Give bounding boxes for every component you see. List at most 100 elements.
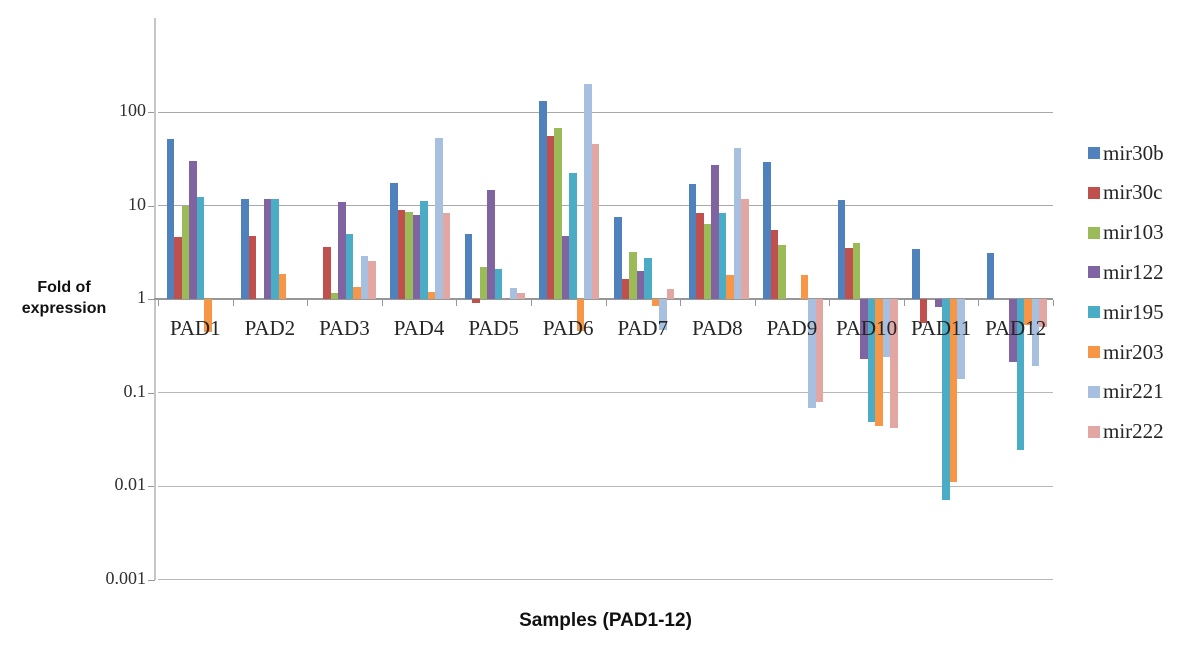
bar-mir122-PAD4	[412, 215, 421, 299]
legend-label-mir122: mir122	[1103, 259, 1164, 284]
bar-mir221-PAD9	[808, 299, 816, 408]
y-axis-title-line2: expression	[21, 300, 107, 317]
y-axis-tick	[148, 112, 155, 113]
category-tick	[307, 300, 309, 306]
bar-mir122-PAD12	[1009, 299, 1017, 363]
bar-mir195-PAD7	[644, 257, 652, 299]
bar-mir203-PAD12	[1024, 299, 1032, 325]
y-tick-label: 0.1	[123, 380, 147, 401]
bar-mir30c-PAD7	[621, 278, 629, 299]
category-tick	[456, 300, 458, 306]
gridline-0.1	[158, 392, 1053, 393]
bar-mir30b-PAD12	[986, 253, 995, 299]
bar-mir203-PAD4	[427, 291, 436, 299]
bar-mir222-PAD10	[890, 299, 898, 428]
legend-item-mir195: mir195	[1088, 299, 1164, 325]
bar-mir195-PAD3	[345, 233, 354, 299]
y-tick-label: 10	[128, 193, 146, 214]
bar-mir222-PAD9	[815, 299, 824, 402]
bar-mir30b-PAD11	[912, 249, 920, 299]
category-tick	[1053, 300, 1054, 306]
category-tick	[158, 300, 159, 306]
category-tick	[978, 300, 980, 306]
legend-label-mir103: mir103	[1103, 220, 1164, 245]
bar-mir203-PAD6	[576, 299, 585, 331]
x-axis-title: Samples (PAD1-12)	[519, 610, 692, 631]
legend-item-mir222: mir222	[1088, 419, 1164, 445]
category-label-PAD7: PAD7	[617, 316, 669, 340]
y-axis-title: Fold of expression	[6, 277, 122, 319]
legend-item-mir30b: mir30b	[1088, 140, 1164, 166]
category-tick	[381, 300, 383, 306]
category-label-PAD11: PAD11	[910, 316, 972, 340]
bar-mir30c-PAD5	[472, 299, 480, 304]
bar-mir30c-PAD8	[696, 212, 704, 299]
legend-swatch-mir122	[1088, 266, 1100, 279]
legend-item-mir30c: mir30c	[1088, 180, 1162, 206]
bar-mir103-PAD5	[479, 266, 488, 299]
bar-mir122-PAD11	[934, 299, 943, 308]
bar-mir203-PAD10	[875, 299, 883, 426]
bar-mir195-PAD2	[271, 198, 279, 299]
bar-mir203-PAD7	[651, 299, 659, 307]
bar-mir103-PAD3	[330, 292, 339, 299]
category-label-PAD3: PAD3	[319, 316, 370, 340]
category-tick	[829, 300, 831, 306]
bar-mir221-PAD12	[1031, 299, 1040, 367]
bar-mir221-PAD5	[509, 288, 518, 299]
bar-mir122-PAD6	[561, 236, 570, 299]
bar-mir30b-PAD9	[763, 162, 771, 299]
bar-mir30c-PAD11	[919, 299, 928, 324]
legend-swatch-mir103	[1088, 226, 1100, 239]
legend-label-mir203: mir203	[1103, 339, 1164, 364]
gridline-0.01	[158, 485, 1053, 487]
legend-label-mir30b: mir30b	[1103, 140, 1164, 165]
bar-mir222-PAD12	[1039, 299, 1047, 328]
y-axis-tick	[148, 486, 155, 487]
bar-mir30c-PAD6	[546, 135, 555, 299]
bar-mir30b-PAD2	[241, 199, 249, 299]
y-axis-tick	[148, 579, 155, 581]
bar-mir30b-PAD10	[837, 199, 846, 299]
category-tick	[903, 300, 905, 306]
bar-mir221-PAD6	[584, 83, 592, 299]
bar-mir30b-PAD8	[688, 183, 697, 299]
legend-swatch-mir221	[1088, 385, 1100, 398]
category-tick	[605, 300, 607, 306]
bar-mir221-PAD8	[733, 148, 742, 299]
bar-mir30b-PAD1	[166, 139, 174, 299]
bar-mir221-PAD4	[435, 137, 443, 299]
legend-swatch-mir30b	[1088, 147, 1100, 159]
legend-swatch-mir195	[1088, 306, 1100, 319]
bar-mir103-PAD4	[405, 211, 413, 299]
gridline-0.001	[158, 579, 1053, 580]
y-axis-tick	[148, 299, 155, 300]
bar-mir203-PAD1	[204, 299, 212, 333]
y-tick-label: 0.001	[105, 567, 147, 588]
legend-label-mir30c: mir30c	[1103, 180, 1163, 205]
y-axis-title-line1: Fold of	[37, 279, 91, 296]
bar-mir203-PAD11	[949, 299, 958, 483]
bar-mir195-PAD6	[569, 173, 577, 299]
bar-mir122-PAD7	[636, 270, 644, 299]
bar-mir103-PAD9	[778, 244, 786, 299]
bar-mir222-PAD8	[741, 198, 749, 299]
bar-mir195-PAD4	[420, 200, 428, 299]
category-label-PAD2: PAD2	[244, 316, 296, 340]
bar-mir30b-PAD7	[614, 216, 622, 299]
bar-mir221-PAD11	[957, 299, 965, 379]
bar-mir222-PAD7	[666, 289, 674, 299]
bar-mir195-PAD12	[1016, 299, 1025, 451]
legend-swatch-mir203	[1088, 346, 1100, 358]
bar-mir203-PAD9	[800, 275, 809, 299]
bar-mir103-PAD6	[554, 127, 562, 299]
bar-mir221-PAD7	[659, 299, 667, 330]
bar-mir203-PAD8	[726, 275, 734, 299]
bar-mir30b-PAD4	[390, 182, 398, 299]
bar-mir122-PAD1	[189, 160, 197, 299]
bar-mir122-PAD10	[860, 299, 868, 359]
bar-mir30c-PAD9	[770, 229, 779, 299]
y-tick-label: 100	[119, 100, 146, 120]
bar-mir103-PAD1	[181, 205, 189, 299]
